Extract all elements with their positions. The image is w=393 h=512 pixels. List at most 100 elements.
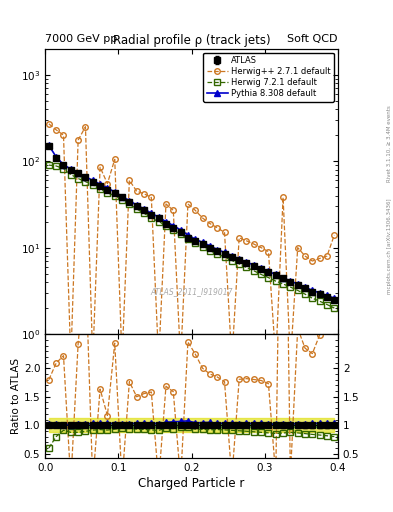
Pythia 8.308 default <box>303 284 307 290</box>
Pythia 8.308 default <box>68 166 73 172</box>
Herwig 7.2.1 default <box>112 193 117 199</box>
X-axis label: Charged Particle r: Charged Particle r <box>138 477 245 490</box>
Herwig 7.2.1 default <box>288 284 293 290</box>
Herwig++ 2.7.1 default <box>98 164 103 170</box>
Pythia 8.308 default <box>230 252 234 259</box>
Herwig 7.2.1 default <box>274 278 278 284</box>
Herwig++ 2.7.1 default <box>281 195 285 201</box>
Herwig 7.2.1 default <box>296 287 300 293</box>
Herwig++ 2.7.1 default <box>332 232 337 238</box>
Herwig 7.2.1 default <box>303 291 307 297</box>
Pythia 8.308 default <box>120 194 125 200</box>
Pythia 8.308 default <box>76 170 81 176</box>
Pythia 8.308 default <box>127 198 132 204</box>
Pythia 8.308 default <box>112 189 117 195</box>
Herwig 7.2.1 default <box>310 295 315 301</box>
Herwig 7.2.1 default <box>317 298 322 304</box>
Herwig++ 2.7.1 default <box>178 357 183 363</box>
Pythia 8.308 default <box>46 142 51 148</box>
Herwig 7.2.1 default <box>237 261 242 267</box>
Herwig 7.2.1 default <box>178 230 183 237</box>
Pythia 8.308 default <box>200 239 205 245</box>
Herwig 7.2.1 default <box>332 305 337 311</box>
Herwig++ 2.7.1 default <box>259 245 263 251</box>
Pythia 8.308 default <box>61 162 66 168</box>
Herwig++ 2.7.1 default <box>120 357 125 363</box>
Herwig++ 2.7.1 default <box>310 258 315 264</box>
Herwig 7.2.1 default <box>244 264 249 270</box>
Herwig 7.2.1 default <box>208 248 212 254</box>
Text: Rivet 3.1.10, ≥ 3.4M events: Rivet 3.1.10, ≥ 3.4M events <box>387 105 392 182</box>
Herwig++ 2.7.1 default <box>61 132 66 138</box>
Herwig++ 2.7.1 default <box>185 201 190 207</box>
Herwig++ 2.7.1 default <box>127 177 132 183</box>
Herwig++ 2.7.1 default <box>105 181 110 187</box>
Herwig 7.2.1 default <box>61 165 66 172</box>
Herwig 7.2.1 default <box>54 163 59 169</box>
Line: Herwig 7.2.1 default: Herwig 7.2.1 default <box>46 162 337 311</box>
Herwig 7.2.1 default <box>127 201 132 207</box>
Pythia 8.308 default <box>317 290 322 296</box>
Herwig++ 2.7.1 default <box>76 137 81 143</box>
Pythia 8.308 default <box>259 265 263 271</box>
Herwig 7.2.1 default <box>266 274 271 281</box>
Herwig++ 2.7.1 default <box>54 127 59 133</box>
Herwig++ 2.7.1 default <box>222 229 227 236</box>
Herwig 7.2.1 default <box>193 240 198 246</box>
Herwig++ 2.7.1 default <box>90 357 95 363</box>
Herwig 7.2.1 default <box>281 281 285 287</box>
Pythia 8.308 default <box>252 262 256 268</box>
Pythia 8.308 default <box>310 287 315 293</box>
Herwig++ 2.7.1 default <box>303 253 307 259</box>
Pythia 8.308 default <box>281 274 285 281</box>
Herwig++ 2.7.1 default <box>163 201 168 207</box>
Pythia 8.308 default <box>163 219 168 225</box>
Herwig++ 2.7.1 default <box>149 195 154 201</box>
Pythia 8.308 default <box>215 246 220 252</box>
Herwig 7.2.1 default <box>46 162 51 168</box>
Herwig 7.2.1 default <box>259 271 263 278</box>
Herwig 7.2.1 default <box>149 215 154 221</box>
Pythia 8.308 default <box>98 181 103 187</box>
Pythia 8.308 default <box>171 223 176 229</box>
Herwig 7.2.1 default <box>90 182 95 188</box>
Pythia 8.308 default <box>332 295 337 301</box>
Pythia 8.308 default <box>237 256 242 262</box>
Pythia 8.308 default <box>274 271 278 278</box>
Y-axis label: Ratio to ATLAS: Ratio to ATLAS <box>11 358 21 434</box>
Herwig++ 2.7.1 default <box>266 248 271 254</box>
Herwig 7.2.1 default <box>325 302 329 308</box>
Herwig 7.2.1 default <box>163 223 168 229</box>
Line: Herwig++ 2.7.1 default: Herwig++ 2.7.1 default <box>46 121 337 363</box>
Herwig 7.2.1 default <box>252 268 256 274</box>
Pythia 8.308 default <box>244 259 249 265</box>
Text: Soft QCD: Soft QCD <box>288 33 338 44</box>
Herwig 7.2.1 default <box>230 258 234 264</box>
Legend: ATLAS, Herwig++ 2.7.1 default, Herwig 7.2.1 default, Pythia 8.308 default: ATLAS, Herwig++ 2.7.1 default, Herwig 7.… <box>203 53 334 102</box>
Herwig 7.2.1 default <box>141 210 146 216</box>
Herwig++ 2.7.1 default <box>46 121 51 127</box>
Herwig 7.2.1 default <box>68 172 73 178</box>
Herwig 7.2.1 default <box>185 236 190 242</box>
Pythia 8.308 default <box>105 185 110 191</box>
Pythia 8.308 default <box>83 174 88 180</box>
Pythia 8.308 default <box>54 154 59 160</box>
Herwig 7.2.1 default <box>222 254 227 260</box>
Herwig++ 2.7.1 default <box>317 255 322 262</box>
Herwig++ 2.7.1 default <box>274 357 278 363</box>
Pythia 8.308 default <box>222 249 227 255</box>
Herwig 7.2.1 default <box>76 176 81 182</box>
Herwig++ 2.7.1 default <box>244 238 249 244</box>
Herwig 7.2.1 default <box>105 190 110 196</box>
Title: Radial profile ρ (track jets): Radial profile ρ (track jets) <box>113 34 270 48</box>
Herwig++ 2.7.1 default <box>237 234 242 241</box>
Pythia 8.308 default <box>141 206 146 212</box>
Herwig 7.2.1 default <box>134 206 139 212</box>
Herwig++ 2.7.1 default <box>134 188 139 194</box>
Text: mcplots.cern.ch [arXiv:1306.3436]: mcplots.cern.ch [arXiv:1306.3436] <box>387 198 392 293</box>
Herwig++ 2.7.1 default <box>288 357 293 363</box>
Herwig++ 2.7.1 default <box>230 357 234 363</box>
Herwig++ 2.7.1 default <box>112 156 117 162</box>
Herwig 7.2.1 default <box>171 227 176 233</box>
Pythia 8.308 default <box>149 210 154 216</box>
